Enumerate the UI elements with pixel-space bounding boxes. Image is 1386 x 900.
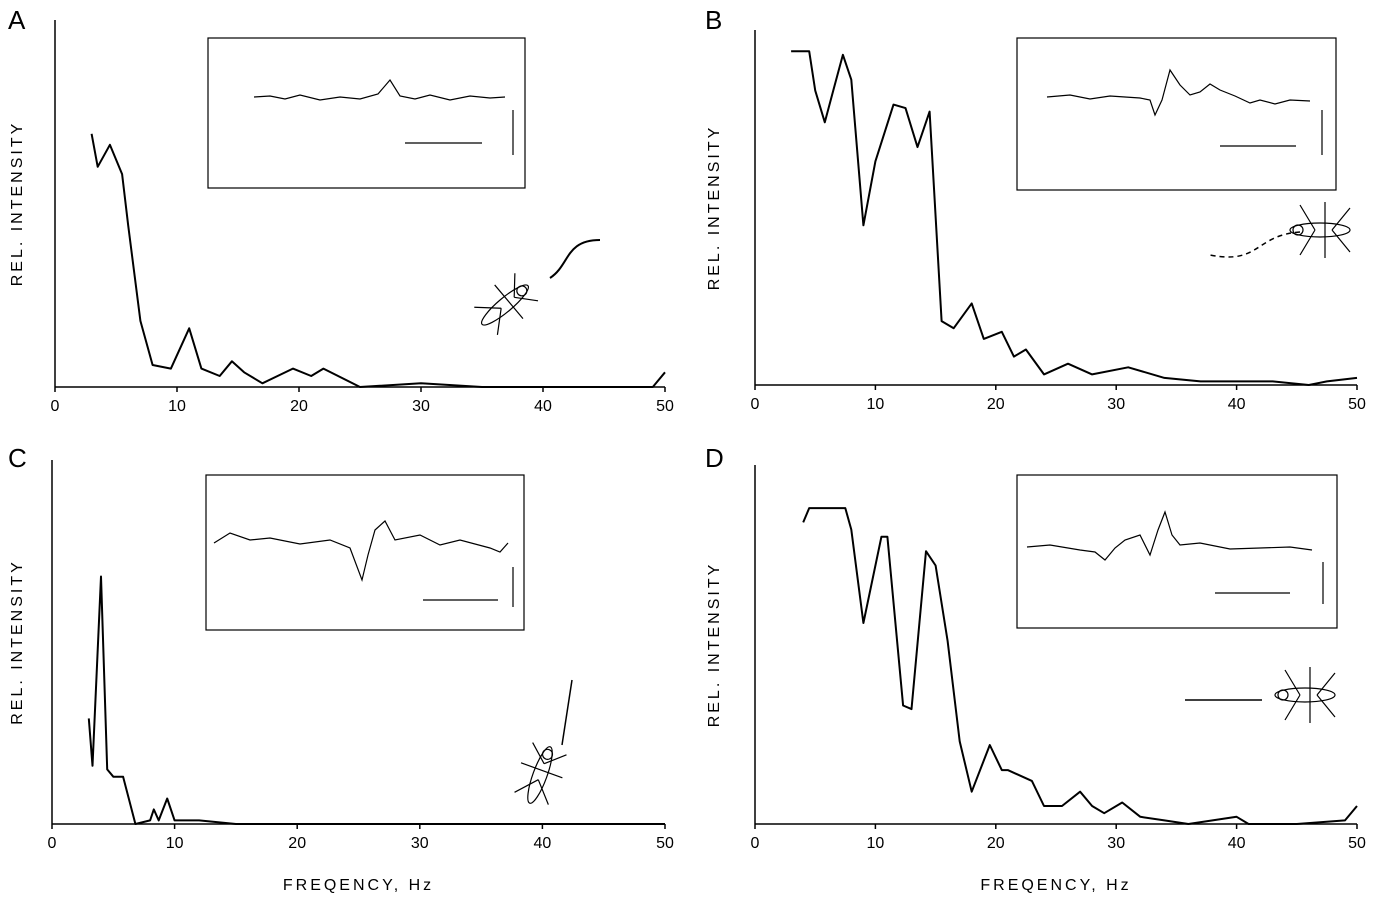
x-tick-label: 20	[987, 835, 1005, 852]
y-axis-label: REL. INTENSITY	[706, 562, 723, 728]
scale-bar	[1215, 562, 1324, 604]
insets	[205, 37, 1338, 631]
x-tick-label: 10	[166, 835, 184, 852]
x-tick-label: 10	[867, 396, 885, 413]
x-tick-label: 0	[48, 835, 57, 852]
panel-label: B	[705, 5, 722, 35]
y-axis-label: REL. INTENSITY	[706, 125, 723, 291]
scale-bar	[1220, 110, 1323, 155]
x-tick-label: 10	[867, 835, 885, 852]
panel-label: C	[8, 443, 27, 473]
x-tick-label: 0	[751, 396, 760, 413]
x-tick-label: 50	[1348, 396, 1366, 413]
data-line	[87, 575, 665, 825]
arrow	[549, 239, 601, 279]
x-axis-label: FREQENCY, Hz	[283, 877, 434, 894]
inset-box	[1016, 474, 1338, 629]
x-tick-label: 50	[656, 835, 674, 852]
x-tick-label: 20	[987, 396, 1005, 413]
insect	[514, 742, 567, 805]
x-tick-label: 30	[411, 835, 429, 852]
x-tick-label: 50	[656, 398, 674, 415]
x-tick-label: 30	[1107, 835, 1125, 852]
data-line	[90, 133, 666, 388]
x-tick-label: 0	[51, 398, 60, 415]
y-axis-label: REL. INTENSITY	[9, 559, 26, 725]
scale-bar	[423, 567, 514, 607]
x-tick-label: 40	[534, 835, 552, 852]
x-axis-label: FREQENCY, Hz	[980, 877, 1131, 894]
insect	[474, 273, 539, 335]
waveform	[1026, 510, 1313, 561]
x-tick-label: 40	[1228, 396, 1246, 413]
panel-label: A	[8, 5, 26, 35]
insect-icons	[474, 202, 1351, 805]
x-tick-label: 20	[288, 835, 306, 852]
x-tick-label: 40	[534, 398, 552, 415]
panel-label: D	[705, 443, 724, 473]
scale-bar	[405, 110, 514, 155]
waveform	[253, 78, 506, 101]
waveform	[213, 520, 509, 583]
data-line	[791, 50, 1358, 386]
arrow	[561, 679, 573, 746]
x-tick-label: 40	[1228, 835, 1246, 852]
inset-box	[207, 37, 526, 189]
data-line	[802, 507, 1358, 825]
x-tick-label: 10	[168, 398, 186, 415]
x-tick-label: 20	[290, 398, 308, 415]
x-tick-label: 30	[412, 398, 430, 415]
y-axis-label: REL. INTENSITY	[9, 121, 26, 287]
x-tick-label: 30	[1107, 396, 1125, 413]
arrow	[1209, 231, 1301, 258]
x-tick-label: 50	[1348, 835, 1366, 852]
inset-box	[205, 474, 525, 631]
x-tick-label: 0	[751, 835, 760, 852]
inset-box	[1016, 37, 1337, 191]
insect	[1274, 667, 1336, 723]
waveform	[1046, 68, 1311, 117]
insect	[1289, 202, 1351, 258]
